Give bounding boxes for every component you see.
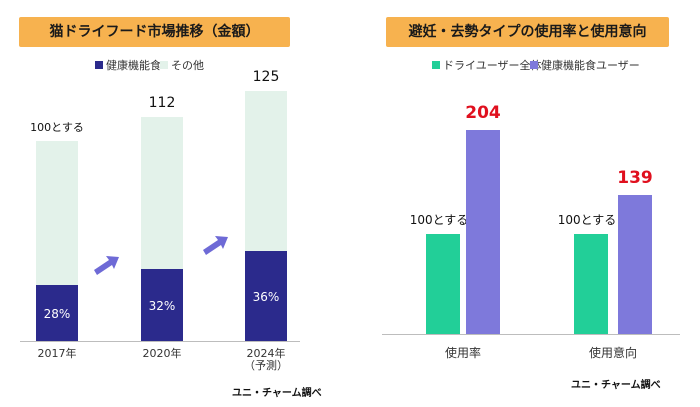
legend-label-r1: 健康機能食ユーザー [541,58,640,72]
bar-overall-1 [574,234,608,334]
legend-swatch-1 [160,61,168,69]
bar-percent-label-2: 36% [253,290,280,304]
bar-value-label-overall-0: 100とする [410,213,469,227]
right-chart-title: 避妊・去勢タイプの使用率と使用意向 [386,17,669,47]
bar-other-1 [141,117,183,269]
bar-health-users-1 [618,195,652,334]
x-tick-label-1: 2020年 [143,346,182,360]
bar-value-label-health-0: 204 [465,103,501,123]
growth-arrow-2 [203,236,228,255]
x-tick-label-r1: 使用意向 [589,345,637,360]
x-tick-label-r0: 使用率 [445,345,481,360]
bar-total-label-1: 112 [149,95,176,111]
bar-other-0 [36,141,78,285]
bar-health-1 [141,269,183,341]
bar-overall-0 [426,234,460,334]
bar-total-label-2: 125 [253,69,280,85]
x-tick-label-2-line2: （予測） [244,358,288,372]
legend-swatch-r1 [530,61,538,69]
growth-arrow-1 [94,256,119,275]
legend-swatch-r0 [432,61,440,69]
left-source-note: ユニ・チャーム調べ [232,388,322,399]
bar-total-label-0: 100とする [30,121,84,134]
bar-percent-label-1: 32% [149,299,176,313]
legend-swatch-0 [95,61,103,69]
right-source-note: ユニ・チャーム調べ [571,380,661,391]
bar-health-users-0 [466,130,500,334]
bar-percent-label-0: 28% [44,307,71,321]
bar-health-2 [245,251,287,341]
bar-value-label-health-1: 139 [617,168,653,188]
bar-value-label-overall-1: 100とする [558,213,617,227]
x-tick-label-0: 2017年 [38,346,77,360]
legend-label-0: 健康機能食 [106,58,161,72]
left-chart-title: 猫ドライフード市場推移（金額） [19,17,290,47]
x-tick-label-2: 2024年 [247,346,286,360]
bar-other-2 [245,91,287,251]
legend-label-r0: ドライユーザー全体 [443,58,542,72]
bar-health-0 [36,285,78,341]
legend-label-1: その他 [171,59,204,72]
